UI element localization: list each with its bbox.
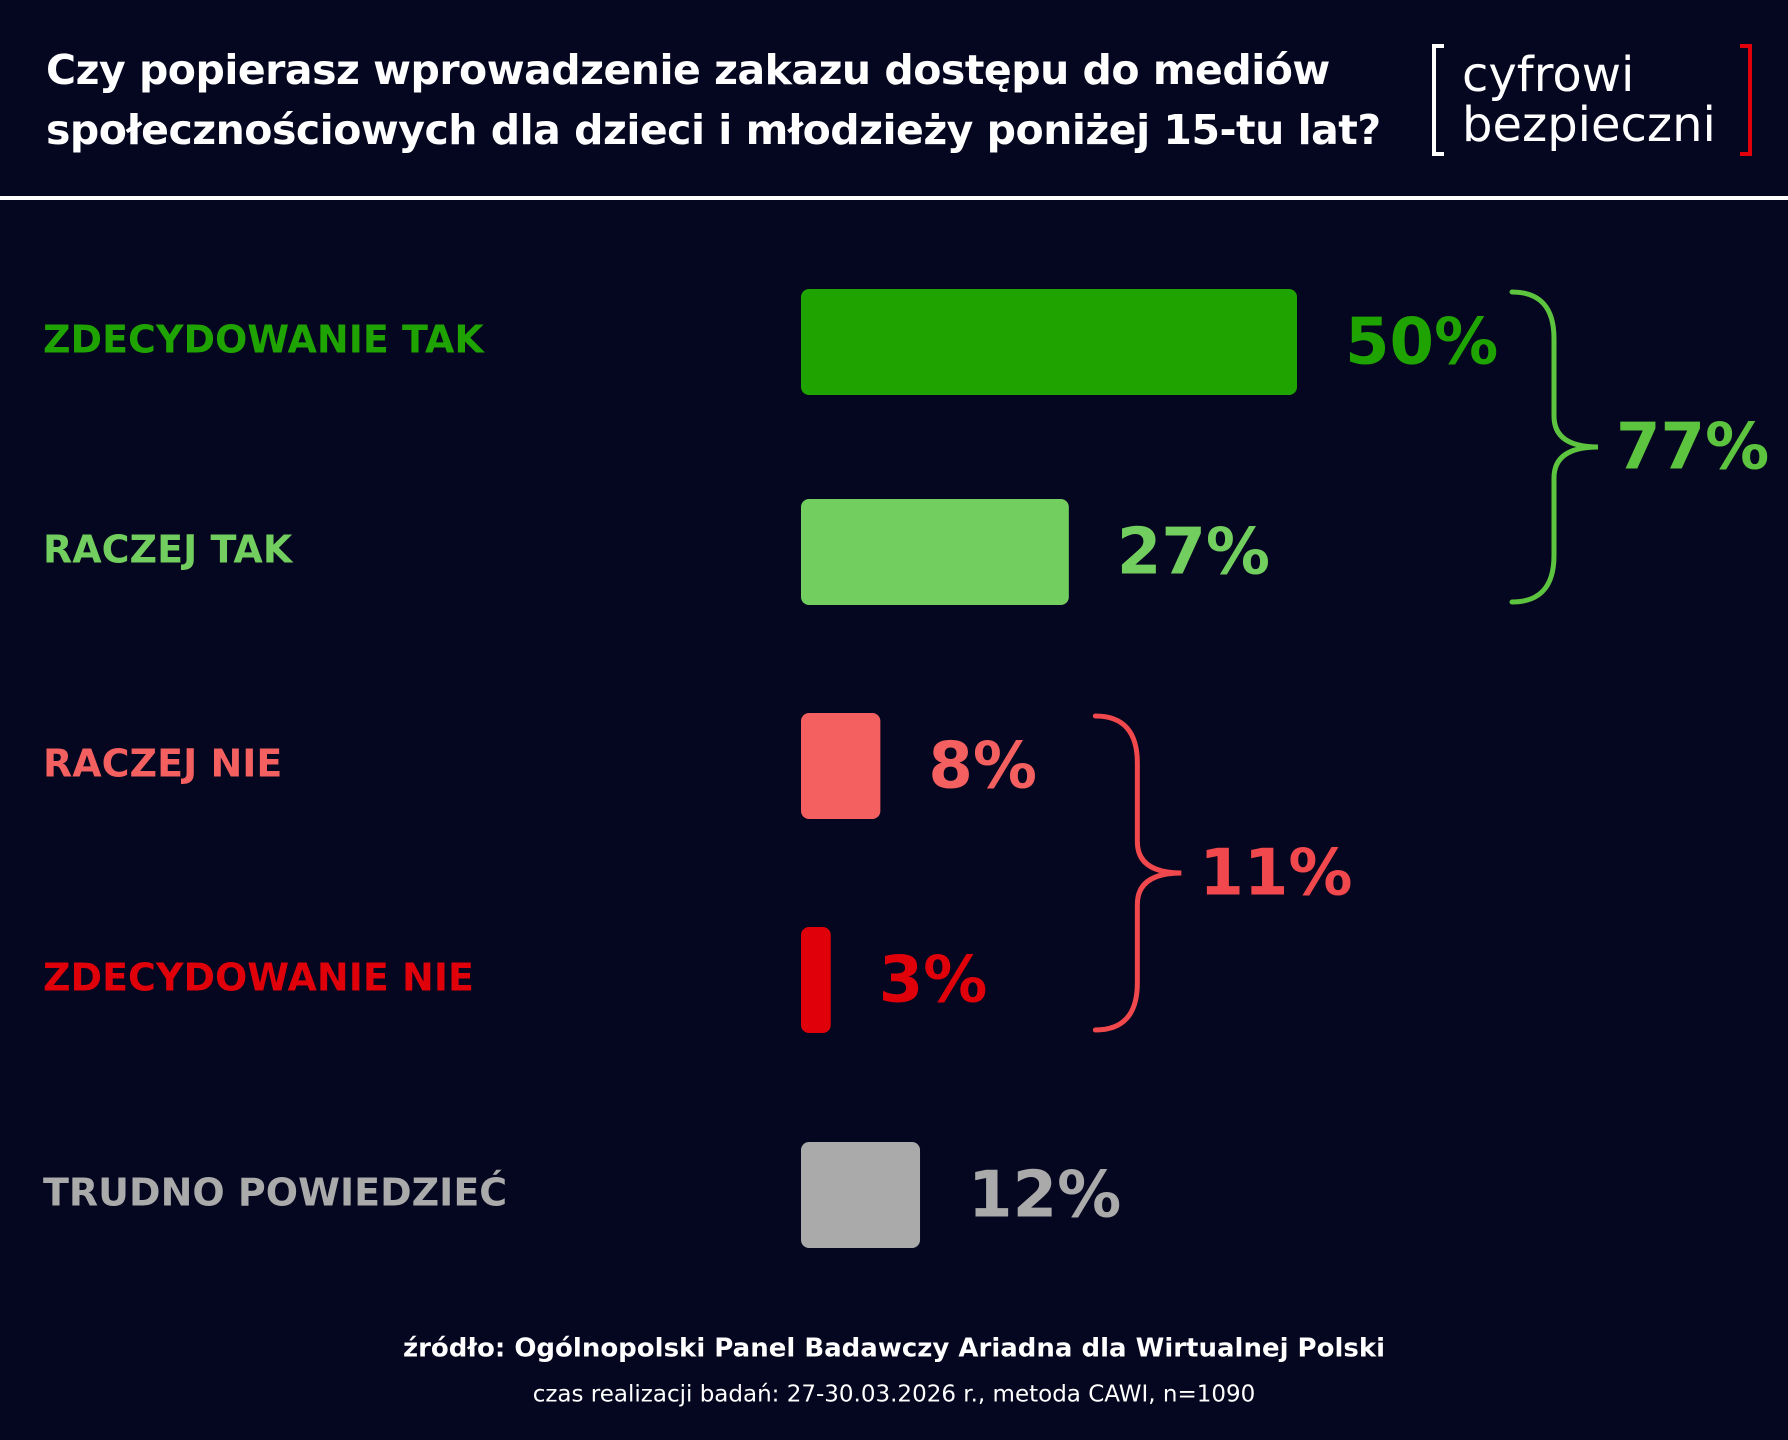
chart-title: Czy popierasz wprowadzenie zakazu dostęp… [46, 46, 1381, 154]
logo-text: cyfrowi [1462, 47, 1634, 103]
value-label: 12% [968, 1159, 1121, 1233]
bar [801, 927, 831, 1033]
bar [801, 1142, 921, 1248]
category-label: ZDECYDOWANIE TAK [43, 318, 485, 362]
value-label: 50% [1345, 306, 1498, 380]
category-label: ZDECYDOWANIE NIE [43, 956, 474, 1000]
category-label: RACZEJ TAK [43, 528, 294, 572]
value-label: 27% [1117, 516, 1270, 590]
group-bracket [1092, 713, 1182, 1033]
value-label: 3% [879, 944, 988, 1018]
bar [801, 713, 881, 819]
group-bracket [1509, 289, 1599, 605]
logo-bracket-right [1740, 44, 1752, 156]
group-value-label: 11% [1199, 837, 1352, 911]
logo-bracket-left [1432, 44, 1444, 156]
bar [801, 289, 1297, 395]
logo-text: bezpieczni [1462, 97, 1716, 153]
category-label: TRUDNO POWIEDZIEĆ [43, 1171, 507, 1215]
value-label: 8% [928, 730, 1037, 804]
bar [801, 499, 1069, 605]
category-label: RACZEJ NIE [43, 742, 282, 786]
source: źródło: Ogólnopolski Panel Badawczy Aria… [403, 1334, 1385, 1364]
note: czas realizacji badań: 27-30.03.2026 r.,… [533, 1382, 1256, 1408]
group-value-label: 77% [1616, 411, 1769, 485]
